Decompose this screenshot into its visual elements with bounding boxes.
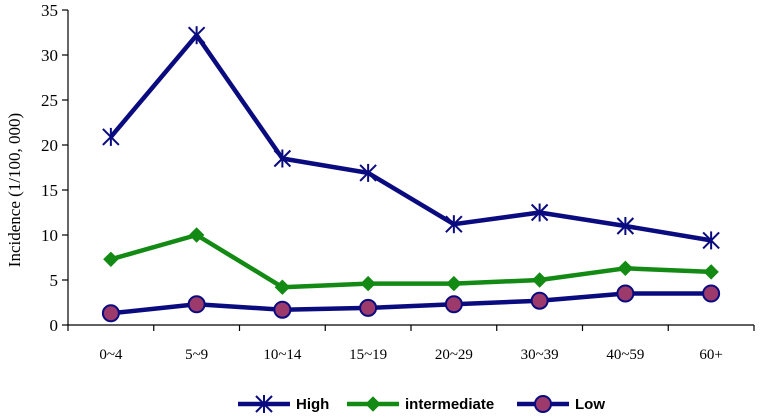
data-point-high xyxy=(702,231,720,250)
x-tick-label: 20~29 xyxy=(435,347,473,363)
y-tick-label: 15 xyxy=(41,181,58,200)
series-low xyxy=(101,284,721,323)
legend: High intermediate Low xyxy=(238,395,605,413)
legend-label-low: Low xyxy=(575,396,605,413)
data-point-high xyxy=(530,203,549,222)
data-point-high xyxy=(359,163,377,182)
data-point-high xyxy=(616,217,635,235)
y-tick-label: 30 xyxy=(41,46,58,65)
series-line-high xyxy=(109,32,712,243)
data-point-low xyxy=(101,304,120,323)
series-layer xyxy=(101,26,721,323)
y-tick-label: 20 xyxy=(41,136,58,155)
legend-item-high: High xyxy=(238,395,329,413)
data-point-high xyxy=(102,127,120,146)
x-tick-label: 0~4 xyxy=(99,347,123,363)
x-tick-label: 30~39 xyxy=(521,347,559,363)
legend-marker-high xyxy=(255,395,273,413)
data-point-intermediate xyxy=(274,279,291,295)
data-point-low xyxy=(616,284,635,303)
y-tick-label: 25 xyxy=(41,91,58,110)
y-tick-label: 10 xyxy=(41,226,58,245)
legend-label-intermediate: intermediate xyxy=(405,396,494,413)
x-tick-label: 15~19 xyxy=(349,347,387,363)
y-tick-label: 0 xyxy=(50,316,59,335)
series-intermediate xyxy=(103,227,719,295)
series-line-intermediate xyxy=(110,232,712,290)
data-point-high xyxy=(273,149,292,168)
x-tick-label: 5~9 xyxy=(185,347,208,363)
data-point-low xyxy=(187,295,206,314)
y-tick-label: 5 xyxy=(50,271,59,290)
legend-marker-low xyxy=(534,395,552,413)
data-point-low xyxy=(530,291,549,310)
x-tick-label: 10~14 xyxy=(263,347,302,363)
legend-item-low: Low xyxy=(517,395,605,413)
series-line-low xyxy=(110,291,712,316)
legend-label-high: High xyxy=(296,396,329,413)
data-point-intermediate xyxy=(703,264,719,280)
data-point-intermediate xyxy=(617,260,634,277)
axes: 0 5 10 15 20 25 30 35 0~4 5~9 10~14 15~19 20~29 30~39… xyxy=(41,1,755,363)
data-point-intermediate xyxy=(446,275,462,292)
y-tick-label: 35 xyxy=(41,1,58,20)
data-point-low xyxy=(444,295,463,314)
data-point-intermediate xyxy=(360,275,376,292)
x-tick-label: 60+ xyxy=(699,347,722,363)
data-point-low xyxy=(273,300,292,319)
data-point-low xyxy=(702,284,721,303)
data-point-high xyxy=(187,26,206,45)
series-high xyxy=(102,26,720,250)
data-point-high xyxy=(445,215,463,234)
legend-item-intermediate: intermediate xyxy=(347,396,494,413)
legend-marker-intermediate xyxy=(365,396,381,412)
data-point-intermediate xyxy=(103,251,119,268)
data-point-low xyxy=(359,298,378,317)
x-tick-label: 40~59 xyxy=(606,347,644,363)
data-point-intermediate xyxy=(188,227,205,243)
data-point-intermediate xyxy=(531,272,548,288)
y-axis-label: Incidence (1/100, 000) xyxy=(5,113,24,267)
